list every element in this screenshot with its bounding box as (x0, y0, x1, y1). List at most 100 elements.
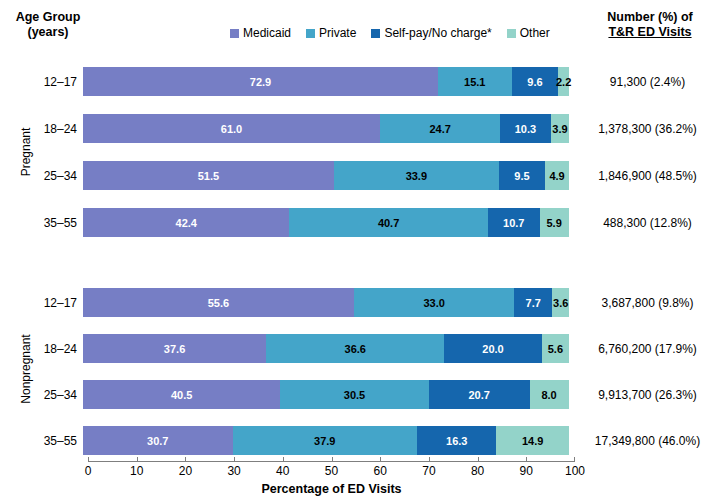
bar-segment-private: 40.7 (289, 208, 487, 237)
segment-value: 10.7 (503, 217, 524, 229)
age-label: 25–34 (0, 388, 83, 402)
bar-segment-selfpay: 20.0 (444, 334, 541, 363)
x-axis-tick (478, 457, 479, 462)
segment-value: 14.9 (522, 435, 543, 447)
stacked-bar: 42.4 40.7 10.7 5.9 (83, 208, 570, 237)
x-axis-tick (88, 457, 89, 462)
bar-segment-private: 36.6 (266, 334, 444, 363)
age-label: 12–17 (0, 75, 83, 89)
bar-segment-private: 30.5 (280, 380, 429, 409)
visit-count: 1,846,900 (48.5%) (570, 169, 711, 183)
figure: Age Group (years) Medicaid Private Self-… (0, 0, 711, 501)
bar-segment-medicaid: 40.5 (83, 380, 280, 409)
legend-label-medicaid: Medicaid (243, 26, 291, 40)
legend-label-private: Private (319, 26, 356, 40)
segment-value: 9.5 (514, 170, 529, 182)
bar-segment-selfpay: 7.7 (514, 288, 551, 317)
x-tick-label: 50 (325, 464, 338, 478)
segment-value: 4.9 (549, 170, 564, 182)
segment-value: 15.1 (464, 76, 485, 88)
segment-value: 8.0 (541, 389, 556, 401)
x-axis-title-row: Percentage of ED Visits (0, 482, 711, 496)
other-swatch-icon (507, 29, 516, 38)
bar-segment-medicaid: 42.4 (83, 208, 289, 237)
bar-row: 25–34 40.5 30.5 20.7 8.0 9,913,700 (26.3… (0, 380, 711, 409)
x-axis: 0 10 20 30 40 50 60 70 80 90 100 (0, 457, 711, 479)
segment-value: 20.7 (468, 389, 489, 401)
age-label: 18–24 (0, 342, 83, 356)
x-tick-label: 40 (276, 464, 289, 478)
segment-value: 33.9 (406, 170, 427, 182)
bar-segment-selfpay: 20.7 (429, 380, 530, 409)
segment-value: 20.0 (482, 343, 503, 355)
bar-segment-selfpay: 9.5 (499, 161, 545, 190)
bar-row: 18–24 61.0 24.7 10.3 3.9 1,378,300 (36.2… (0, 114, 711, 143)
bar-segment-private: 15.1 (438, 67, 512, 96)
nonpregnant-group: 12–17 55.6 33.0 7.7 3.6 3,687,800 (9.8%)… (0, 288, 711, 455)
visit-count: 17,349,800 (46.0%) (570, 434, 711, 448)
segment-value: 7.7 (526, 297, 541, 309)
segment-value: 40.7 (378, 217, 399, 229)
count-title-line2: T&R ED Visits (589, 25, 711, 40)
stacked-bar: 61.0 24.7 10.3 3.9 (83, 114, 570, 143)
segment-value: 37.9 (314, 435, 335, 447)
segment-value: 55.6 (208, 297, 229, 309)
segment-value: 5.6 (548, 343, 563, 355)
segment-value: 37.6 (164, 343, 185, 355)
legend-label-selfpay: Self-pay/No charge* (384, 26, 491, 40)
segment-value: 16.3 (446, 435, 467, 447)
x-tick-label: 10 (130, 464, 143, 478)
bar-segment-other: 5.6 (542, 334, 569, 363)
visit-count: 6,760,200 (17.9%) (570, 342, 711, 356)
bar-segment-selfpay: 9.6 (512, 67, 559, 96)
segment-value: 40.5 (171, 389, 192, 401)
segment-value: 3.9 (552, 123, 567, 135)
age-group-axis-title: Age Group (years) (0, 10, 96, 40)
segment-value: 42.4 (176, 217, 197, 229)
pregnant-group: 12–17 72.9 15.1 9.6 2.2 91,300 (2.4%) 18… (0, 67, 711, 237)
x-tick-label: 100 (565, 464, 585, 478)
x-tick-label: 90 (520, 464, 533, 478)
medicaid-swatch-icon (230, 29, 239, 38)
visit-count: 9,913,700 (26.3%) (570, 388, 711, 402)
x-tick-label: 80 (471, 464, 484, 478)
segment-value: 3.6 (553, 297, 568, 309)
bar-row: 12–17 72.9 15.1 9.6 2.2 91,300 (2.4%) (0, 67, 711, 96)
age-group-title-line1: Age Group (0, 10, 96, 25)
bar-segment-private: 37.9 (233, 426, 418, 455)
bar-segment-selfpay: 10.3 (500, 114, 550, 143)
age-group-title-line2: (years) (0, 25, 96, 40)
bar-segment-private: 33.0 (354, 288, 515, 317)
count-title-line1: Number (%) of (589, 10, 711, 25)
segment-value: 72.9 (250, 76, 271, 88)
bar-segment-selfpay: 10.7 (488, 208, 540, 237)
age-label: 25–34 (0, 169, 83, 183)
visit-count: 3,687,800 (9.8%) (570, 296, 711, 310)
age-label: 18–24 (0, 122, 83, 136)
x-axis-tick (380, 457, 381, 462)
bar-row: 35–55 30.7 37.9 16.3 14.9 17,349,800 (46… (0, 426, 711, 455)
bar-segment-medicaid: 61.0 (83, 114, 380, 143)
segment-value: 30.5 (344, 389, 365, 401)
legend-item-private: Private (306, 26, 356, 40)
selfpay-swatch-icon (371, 29, 380, 38)
segment-value: 33.0 (423, 297, 444, 309)
chart-area: 12–17 72.9 15.1 9.6 2.2 91,300 (2.4%) 18… (0, 67, 711, 496)
legend-item-medicaid: Medicaid (230, 26, 291, 40)
visit-count: 1,378,300 (36.2%) (570, 122, 711, 136)
bar-segment-other: 14.9 (496, 426, 569, 455)
bar-segment-selfpay: 16.3 (417, 426, 496, 455)
stacked-bar: 55.6 33.0 7.7 3.6 (83, 288, 570, 317)
x-axis-tick (234, 457, 235, 462)
legend: Medicaid Private Self-pay/No charge* Oth… (230, 26, 550, 40)
bar-segment-medicaid: 30.7 (83, 426, 233, 455)
stacked-bar: 30.7 37.9 16.3 14.9 (83, 426, 570, 455)
bar-segment-other: 2.2 (558, 67, 569, 96)
age-label: 35–55 (0, 216, 83, 230)
bar-segment-medicaid: 37.6 (83, 334, 266, 363)
bar-row: 12–17 55.6 33.0 7.7 3.6 3,687,800 (9.8%) (0, 288, 711, 317)
stacked-bar: 51.5 33.9 9.5 4.9 (83, 161, 570, 190)
segment-value: 5.9 (546, 217, 561, 229)
bar-segment-medicaid: 55.6 (83, 288, 354, 317)
segment-value: 61.0 (221, 123, 242, 135)
